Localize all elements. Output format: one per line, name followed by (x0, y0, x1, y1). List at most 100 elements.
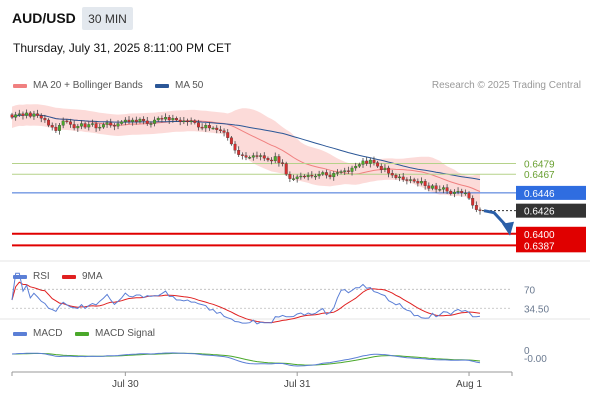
legend-label-macd: MACD (33, 328, 63, 339)
candle-body (317, 174, 321, 177)
level-tag-bg-0.6426 (516, 203, 586, 218)
x-tick-label-Jul 31: Jul 31 (284, 379, 311, 390)
candle-body (127, 119, 131, 122)
candle-body (281, 162, 285, 164)
candle-body (94, 123, 98, 129)
candle-body (160, 118, 164, 120)
legend-swatch-rsi-ma (62, 274, 76, 279)
candle-body (324, 172, 328, 176)
level-label-0.6446: 0.6446 (524, 189, 555, 200)
chart-datetime: Thursday, July 31, 2025 8:11:00 PM CET (13, 41, 232, 55)
candle-body (343, 170, 347, 172)
ma20-line (11, 114, 481, 192)
candle-body (292, 178, 295, 180)
candle-body (145, 120, 149, 124)
candle-body (186, 120, 189, 123)
candle-body (233, 143, 237, 151)
candle-body (412, 179, 416, 182)
candle-body (303, 175, 306, 178)
candle-body (335, 172, 339, 174)
legend-macd-signal: MACD Signal (75, 328, 155, 339)
forecast-arrow-head (502, 221, 514, 236)
candle-body (299, 175, 303, 178)
rsi-level-label-70: 70 (524, 285, 536, 296)
candle-body (134, 119, 138, 122)
level-label-0.6400: 0.6400 (524, 230, 555, 241)
level-tag-bg-0.6387 (516, 238, 586, 253)
candle-body (401, 176, 405, 180)
candle-body (123, 119, 127, 122)
candle-body (83, 123, 87, 128)
candle-body (387, 167, 391, 174)
candle-body (58, 125, 61, 131)
candle-body (156, 118, 160, 121)
ma50-line (11, 114, 481, 181)
candle-body (361, 160, 365, 165)
candle-body (189, 120, 193, 123)
candles-group (10, 109, 482, 215)
candle-body (394, 174, 398, 178)
candle-body (32, 113, 36, 117)
candle-body (314, 175, 317, 178)
candle-body (398, 176, 402, 179)
candle-body (449, 190, 453, 194)
candle-body (474, 205, 478, 210)
candle-body (365, 160, 369, 164)
level-tag-bg-0.6446 (516, 185, 586, 200)
candle-body (204, 125, 208, 129)
candle-body (244, 155, 248, 158)
x-tick-label-Aug 1: Aug 1 (456, 379, 483, 390)
candle-body (420, 181, 423, 184)
candle-body (372, 159, 376, 163)
candle-body (310, 174, 314, 177)
legend-rsi-ma: 9MA (62, 271, 103, 282)
candle-body (368, 159, 372, 164)
candle-body (171, 118, 175, 121)
level-label-0.6479: 0.6479 (524, 160, 555, 171)
x-tick-label-Jul 30: Jul 30 (112, 379, 139, 390)
candle-body (390, 173, 394, 176)
candle-body (50, 125, 54, 128)
candle-body (21, 113, 25, 116)
candle-body (197, 122, 200, 128)
candle-body (178, 119, 182, 122)
legend-label-bollinger: MA 20 + Bollinger Bands (33, 80, 143, 91)
candle-body (266, 158, 270, 161)
candle-body (463, 192, 467, 195)
rsi-ma-line (11, 281, 481, 324)
candle-body (379, 166, 383, 170)
candle-body (153, 119, 157, 124)
rsi-line (11, 272, 481, 325)
candle-body (376, 162, 380, 167)
legend-swatch-bollinger (13, 83, 27, 88)
candle-body (229, 137, 233, 145)
candle-body (438, 189, 442, 191)
legend-main-ma50: MA 50 (155, 80, 203, 91)
candle-body (251, 155, 255, 158)
candle-body (193, 120, 197, 123)
research-credit: Research © 2025 Trading Central (431, 80, 581, 91)
candle-body (332, 173, 336, 178)
candle-body (164, 117, 168, 120)
candle-body (120, 121, 124, 124)
candle-body (149, 123, 153, 125)
timeframe-button[interactable]: 30 MIN (82, 7, 133, 30)
candle-body (383, 167, 387, 170)
candle-body (405, 179, 409, 181)
candle-body (98, 126, 102, 129)
candle-body (138, 118, 142, 122)
candle-body (277, 156, 281, 163)
candle-body (262, 155, 266, 159)
candle-body (456, 190, 460, 193)
candle-body (248, 157, 252, 159)
candle-body (69, 121, 72, 125)
candle-body (441, 187, 445, 190)
candle-body (467, 192, 471, 199)
candle-body (409, 179, 412, 181)
candle-body (167, 117, 171, 121)
candle-body (200, 126, 204, 129)
candle-body (116, 123, 120, 127)
legend-label-rsi-ma: 9MA (82, 271, 103, 282)
forecast-arrow-line (483, 209, 510, 229)
